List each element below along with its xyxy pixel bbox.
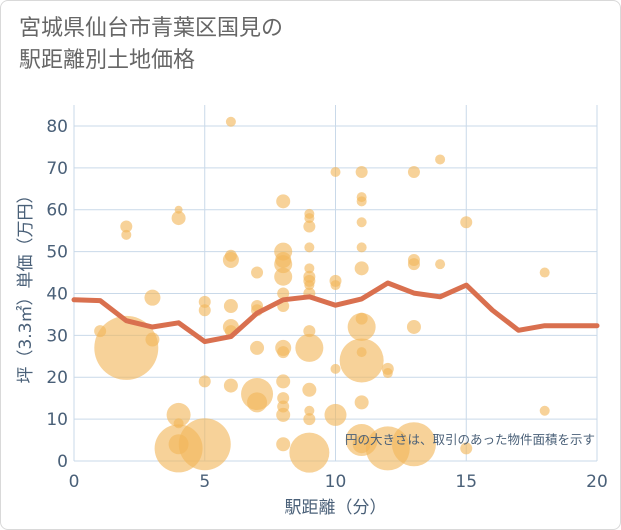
data-bubble: [356, 217, 367, 228]
data-bubble: [460, 216, 473, 229]
chart-title: 宮城県仙台市青葉区国見の 駅距離別土地価格: [19, 13, 283, 77]
data-bubble: [120, 220, 133, 233]
data-bubble: [407, 166, 420, 179]
data-bubble: [277, 287, 290, 300]
data-bubble: [407, 258, 420, 271]
data-bubble: [144, 289, 161, 306]
data-bubble: [223, 299, 238, 314]
data-bubble: [391, 422, 436, 467]
x-tick-label: 5: [199, 472, 210, 492]
average-price-line: [71, 280, 600, 345]
data-bubble: [295, 333, 324, 362]
data-bubble: [435, 259, 446, 270]
data-bubble: [539, 405, 550, 416]
x-tick-label: 20: [586, 472, 608, 492]
y-tick-label: 20: [46, 368, 68, 388]
data-bubble: [354, 261, 369, 276]
y-tick-label: 10: [46, 410, 68, 430]
x-tick-label: 0: [69, 472, 80, 492]
data-bubble: [121, 229, 132, 240]
x-tick-label: 10: [325, 472, 347, 492]
data-bubble: [330, 167, 341, 178]
data-bubble: [251, 266, 264, 279]
data-bubble: [225, 116, 236, 127]
data-bubble: [304, 280, 315, 291]
data-bubble: [304, 213, 315, 224]
data-bubble: [324, 403, 347, 426]
data-bubble: [355, 166, 368, 179]
data-bubble: [222, 251, 239, 268]
y-tick-label: 50: [46, 243, 68, 263]
data-bubble: [274, 255, 293, 274]
x-tick-label: 15: [455, 472, 477, 492]
data-bubble: [347, 312, 376, 341]
y-tick-label: 0: [57, 452, 68, 472]
y-tick-label: 80: [46, 117, 68, 137]
y-tick-label: 60: [46, 201, 68, 221]
data-bubble: [339, 338, 384, 383]
data-bubble: [277, 346, 290, 359]
data-bubble: [330, 280, 341, 291]
data-bubble: [166, 402, 191, 427]
data-bubble: [198, 375, 211, 388]
data-bubble: [274, 267, 293, 286]
data-bubble: [171, 211, 186, 226]
data-bubble: [330, 363, 341, 374]
y-tick-label: 30: [46, 326, 68, 346]
data-bubble: [460, 442, 473, 455]
y-tick-label: 40: [46, 284, 68, 304]
data-bubble: [247, 392, 268, 413]
data-bubble: [304, 405, 315, 416]
data-bubble: [304, 242, 315, 253]
x-axis-title: 駅距離（分）: [285, 498, 387, 518]
data-bubble: [303, 325, 316, 338]
data-bubble: [198, 295, 211, 308]
data-bubble: [276, 407, 291, 422]
chart-title-line-2: 駅距離別土地価格: [19, 48, 196, 73]
data-bubble: [406, 319, 421, 334]
data-bubble: [302, 382, 317, 397]
data-bubble: [289, 432, 330, 473]
data-bubble: [94, 315, 159, 380]
data-bubble: [178, 418, 231, 471]
bubble-size-note: 円の大きさは、取引のあった物件面積を示す: [345, 432, 595, 447]
data-bubble: [304, 263, 315, 274]
data-bubble: [382, 368, 393, 379]
data-bubble: [276, 194, 291, 209]
data-bubble: [223, 378, 238, 393]
data-bubble: [354, 395, 369, 410]
data-bubble: [539, 267, 550, 278]
data-bubble: [435, 154, 446, 165]
data-bubble: [277, 392, 290, 405]
data-bubble: [356, 196, 367, 207]
y-axis-title: 坪（3.3㎡）単価（万円）: [16, 186, 36, 383]
data-bubble: [145, 332, 160, 347]
data-bubble: [276, 437, 291, 452]
data-bubble: [356, 242, 367, 253]
data-bubble: [198, 304, 211, 317]
data-bubble: [250, 340, 265, 355]
chart-title-line-1: 宮城県仙台市青葉区国見の: [19, 16, 284, 41]
data-bubble: [303, 220, 316, 233]
data-bubble: [276, 374, 291, 389]
data-bubble: [303, 413, 316, 426]
y-tick-label: 70: [46, 159, 68, 179]
